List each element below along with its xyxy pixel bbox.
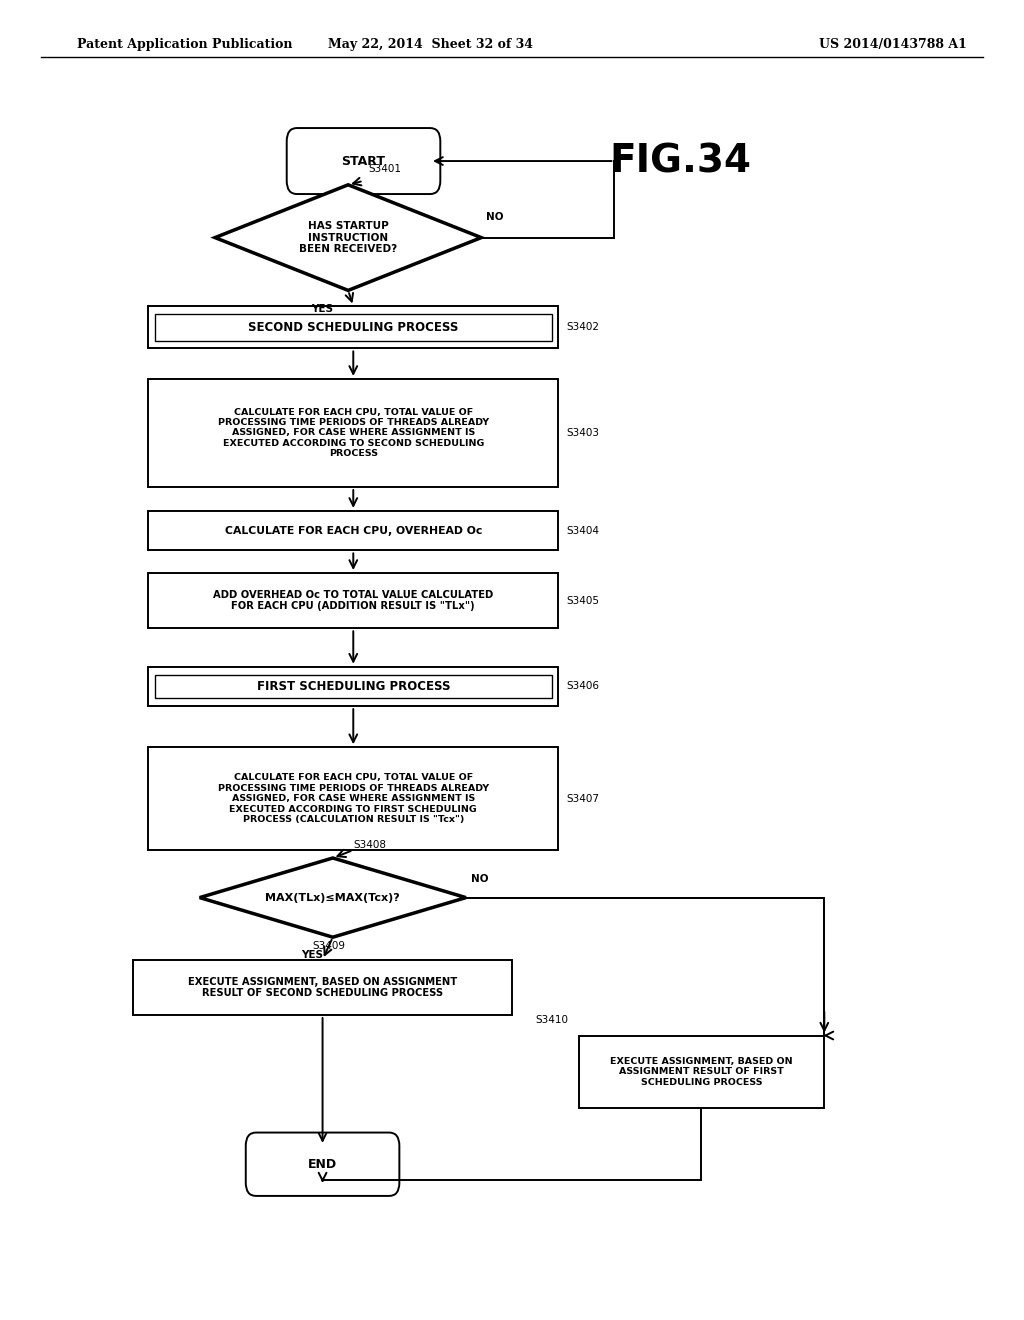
- Bar: [148, 306, 558, 348]
- Bar: [579, 1035, 824, 1109]
- Polygon shape: [200, 858, 466, 937]
- Text: END: END: [308, 1158, 337, 1171]
- Bar: [148, 573, 558, 628]
- Text: START: START: [342, 154, 385, 168]
- Bar: [148, 511, 558, 550]
- FancyBboxPatch shape: [287, 128, 440, 194]
- Text: HAS STARTUP
INSTRUCTION
BEEN RECEIVED?: HAS STARTUP INSTRUCTION BEEN RECEIVED?: [299, 220, 397, 255]
- Text: S3407: S3407: [566, 793, 599, 804]
- Text: S3409: S3409: [312, 941, 345, 952]
- Text: NO: NO: [471, 874, 488, 884]
- Text: CALCULATE FOR EACH CPU, TOTAL VALUE OF
PROCESSING TIME PERIODS OF THREADS ALREAD: CALCULATE FOR EACH CPU, TOTAL VALUE OF P…: [218, 774, 488, 824]
- Text: SECOND SCHEDULING PROCESS: SECOND SCHEDULING PROCESS: [248, 321, 459, 334]
- Bar: [148, 379, 558, 487]
- Text: FIG.34: FIG.34: [609, 143, 752, 180]
- Text: S3404: S3404: [566, 525, 599, 536]
- Text: ADD OVERHEAD Oc TO TOTAL VALUE CALCULATED
FOR EACH CPU (ADDITION RESULT IS "TLx": ADD OVERHEAD Oc TO TOTAL VALUE CALCULATE…: [213, 590, 494, 611]
- Bar: [155, 675, 552, 698]
- Bar: [148, 747, 558, 850]
- Bar: [148, 667, 558, 706]
- Text: US 2014/0143788 A1: US 2014/0143788 A1: [819, 38, 967, 51]
- Text: S3405: S3405: [566, 595, 599, 606]
- Text: CALCULATE FOR EACH CPU, OVERHEAD Oc: CALCULATE FOR EACH CPU, OVERHEAD Oc: [224, 525, 482, 536]
- Bar: [155, 314, 552, 341]
- Text: MAX(TLx)≤MAX(Tcx)?: MAX(TLx)≤MAX(Tcx)?: [265, 892, 400, 903]
- Text: S3410: S3410: [536, 1015, 568, 1024]
- Text: S3403: S3403: [566, 428, 599, 438]
- Text: EXECUTE ASSIGNMENT, BASED ON
ASSIGNMENT RESULT OF FIRST
SCHEDULING PROCESS: EXECUTE ASSIGNMENT, BASED ON ASSIGNMENT …: [610, 1057, 793, 1086]
- Text: S3402: S3402: [566, 322, 599, 333]
- Text: NO: NO: [486, 211, 504, 222]
- Text: YES: YES: [301, 950, 324, 961]
- FancyBboxPatch shape: [246, 1133, 399, 1196]
- Text: S3406: S3406: [566, 681, 599, 692]
- Text: S3408: S3408: [353, 840, 386, 850]
- Bar: [133, 960, 512, 1015]
- Polygon shape: [215, 185, 481, 290]
- Text: FIRST SCHEDULING PROCESS: FIRST SCHEDULING PROCESS: [257, 680, 450, 693]
- Text: S3401: S3401: [369, 164, 401, 174]
- Text: Patent Application Publication: Patent Application Publication: [77, 38, 292, 51]
- Text: EXECUTE ASSIGNMENT, BASED ON ASSIGNMENT
RESULT OF SECOND SCHEDULING PROCESS: EXECUTE ASSIGNMENT, BASED ON ASSIGNMENT …: [188, 977, 457, 998]
- Text: May 22, 2014  Sheet 32 of 34: May 22, 2014 Sheet 32 of 34: [328, 38, 532, 51]
- Text: CALCULATE FOR EACH CPU, TOTAL VALUE OF
PROCESSING TIME PERIODS OF THREADS ALREAD: CALCULATE FOR EACH CPU, TOTAL VALUE OF P…: [218, 408, 488, 458]
- Text: YES: YES: [311, 304, 334, 314]
